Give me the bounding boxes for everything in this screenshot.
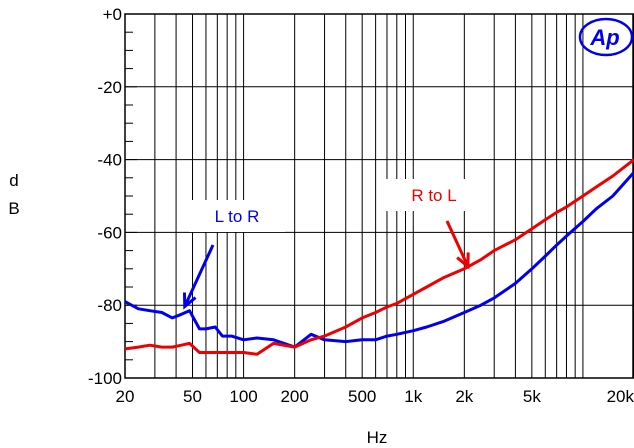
x-tick-label: 5k [523, 387, 541, 406]
y-tick-label: -80 [97, 296, 122, 315]
annotation-label: L to R [215, 207, 260, 226]
annotations: L to R R to L [182, 179, 482, 310]
y-tick-label: -40 [97, 151, 122, 170]
annotation-label: R to L [411, 186, 456, 205]
annotation-box [386, 179, 482, 211]
x-tick-label: 200 [280, 387, 308, 406]
annotation-arrowhead [182, 292, 197, 310]
annotation-box [189, 200, 285, 232]
x-tick-label: 1k [404, 387, 422, 406]
y-tick-label: -20 [97, 78, 122, 97]
x-tick-label: 50 [183, 387, 202, 406]
grid [124, 13, 634, 379]
y-tick-label: -100 [88, 369, 122, 388]
x-tick-label: 2k [455, 387, 473, 406]
y-tick-labels: +0 -20 -40 -60 -80 -100 [88, 5, 122, 388]
x-tick-label: 20k [607, 387, 634, 406]
x-axis-title: Hz [367, 428, 388, 447]
y-tick-label: +0 [103, 5, 122, 24]
series [124, 158, 634, 356]
y-tick-label: -60 [97, 223, 122, 242]
x-tick-labels: 20 50 100 200 500 1k 2k 5k 20k [116, 387, 634, 406]
x-tick-label: 20 [116, 387, 135, 406]
x-tick-label: 100 [229, 387, 257, 406]
annotation-arrowhead [456, 252, 470, 270]
series-line-2 [124, 158, 634, 356]
y-axis-title-line2: B [8, 199, 19, 218]
annotation-arrow [183, 244, 215, 308]
annotation-arrow [445, 220, 470, 268]
x-tick-label: 500 [348, 387, 376, 406]
series-line-1 [124, 171, 634, 349]
plot-frame [124, 13, 634, 379]
ap-logo-icon: Ap [578, 17, 634, 57]
y-axis-title-line1: d [9, 171, 18, 190]
ap-logo-text: Ap [589, 25, 619, 50]
